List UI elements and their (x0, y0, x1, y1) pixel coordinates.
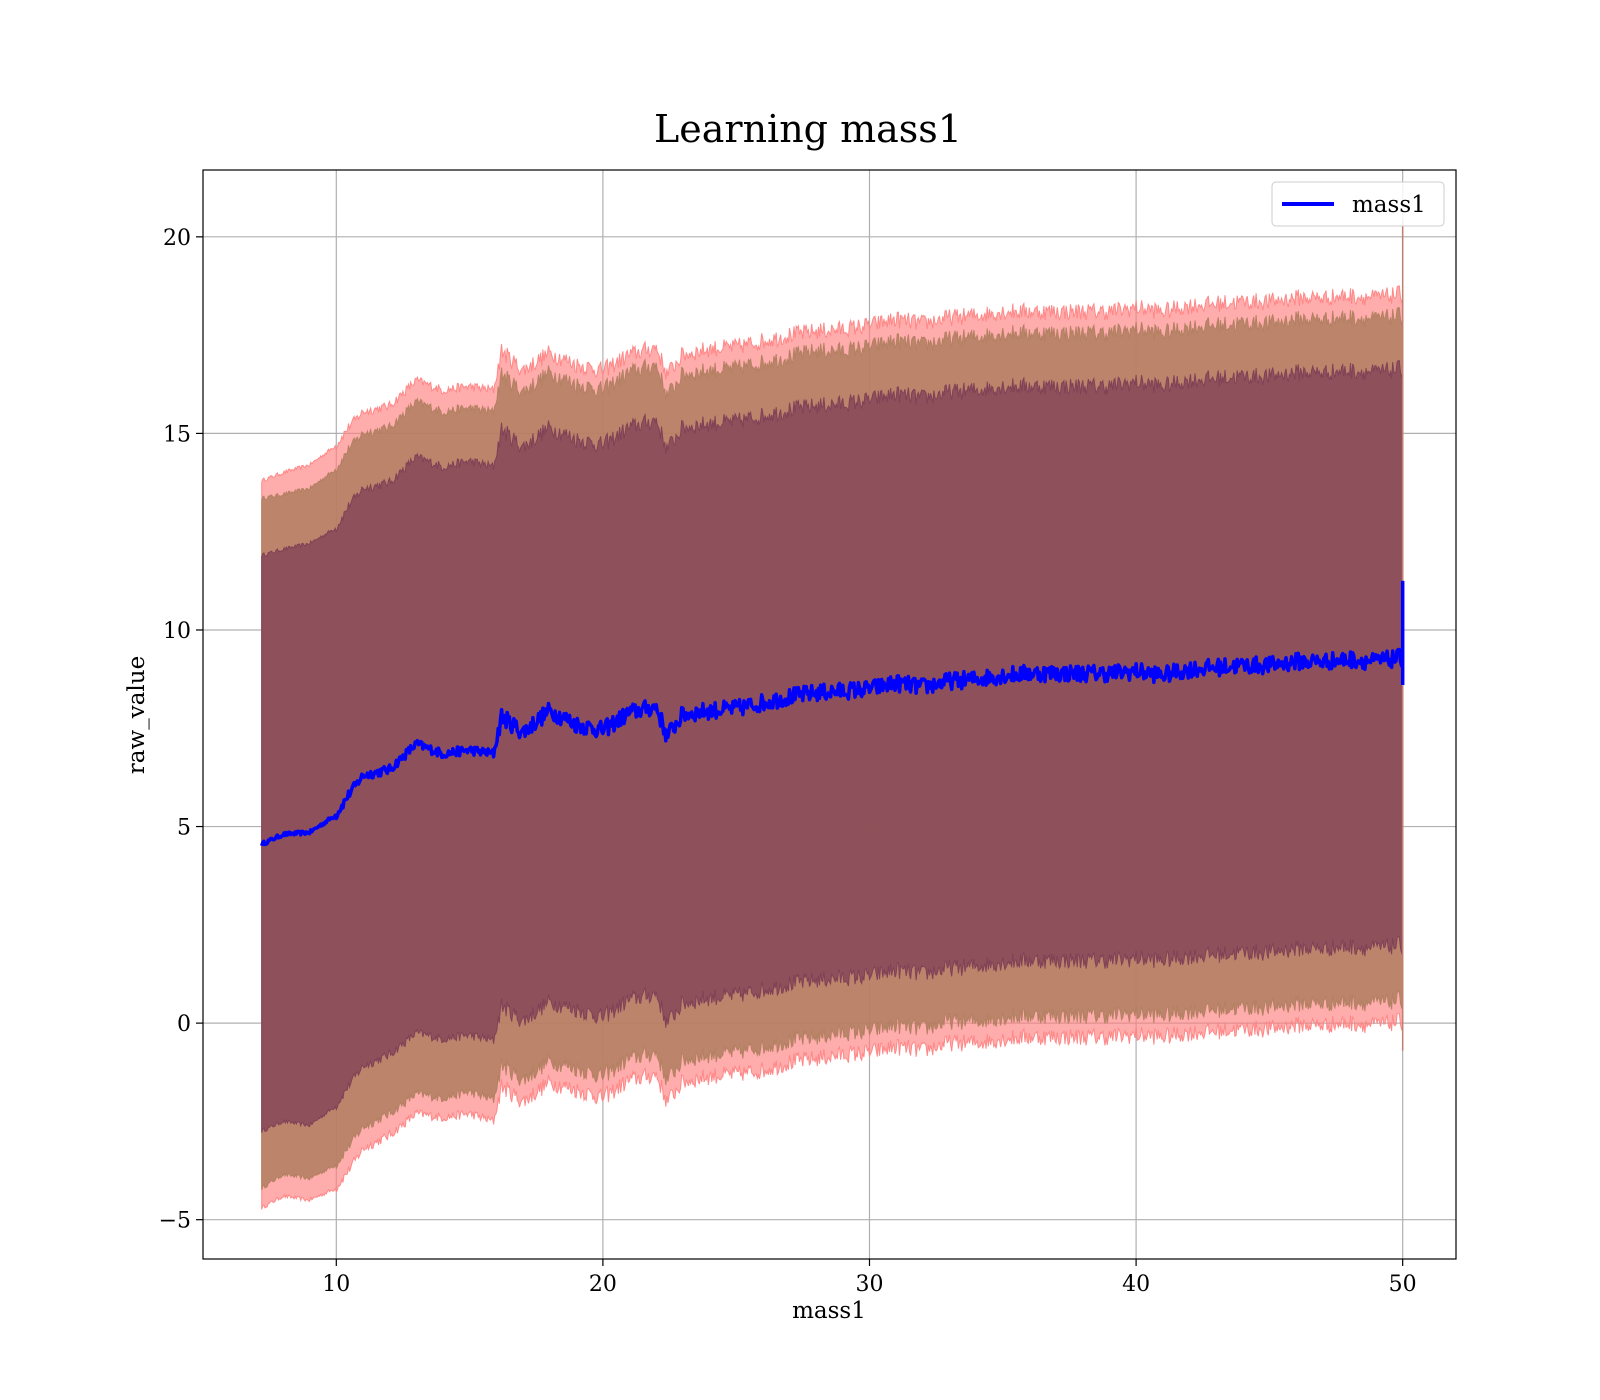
x-tick-label: 20 (589, 1272, 617, 1297)
y-tick-label: 20 (163, 226, 191, 251)
x-axis-label: mass1 (792, 1298, 866, 1324)
series-line-mass1 (260, 647, 1405, 847)
y-axis-label: raw_value (124, 656, 150, 774)
y-tick-label: 5 (177, 816, 191, 841)
series-lines (260, 580, 1405, 847)
legend-box (1271, 181, 1445, 227)
y-tick-label: −5 (159, 1209, 191, 1234)
x-tick-label: 30 (855, 1272, 883, 1297)
chart-title: Learning mass1 (654, 107, 962, 151)
ticks: 10 20 30 40 50 −5 0 5 10 15 20 (159, 226, 1417, 1297)
y-tick-label: 0 (177, 1012, 191, 1037)
x-tick-label: 40 (1122, 1272, 1150, 1297)
legend: mass1 (1271, 181, 1445, 227)
x-tick-label: 50 (1389, 1272, 1417, 1297)
x-tick-label: 10 (322, 1272, 350, 1297)
y-tick-label: 15 (163, 422, 191, 447)
bands (261, 221, 1404, 1210)
legend-label-mass1: mass1 (1352, 192, 1426, 218)
plot-frame (202, 169, 1457, 1260)
y-tick-label: 10 (163, 619, 191, 644)
